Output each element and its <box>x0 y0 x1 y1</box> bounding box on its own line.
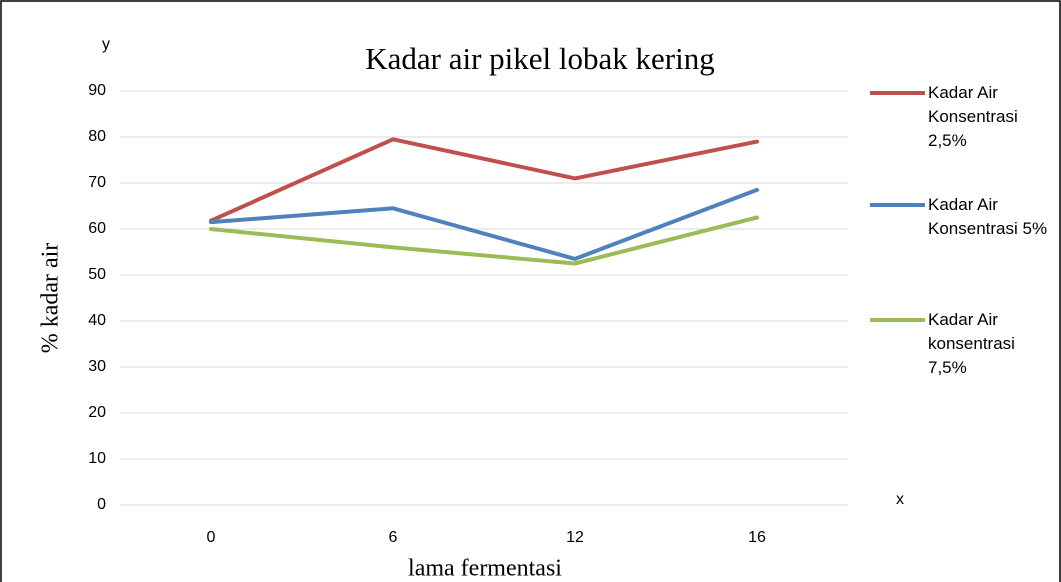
legend-label: Kadar Air Konsentrasi 5% <box>928 195 1048 238</box>
y-tick-label: 80 <box>88 128 106 145</box>
y-tick-label: 50 <box>88 266 106 283</box>
x-tick-label: 16 <box>748 529 766 546</box>
data-line <box>209 215 759 266</box>
y-tick-label: 40 <box>88 312 106 329</box>
x-tick-label: 6 <box>389 529 398 546</box>
y-tick-label: 60 <box>88 220 106 237</box>
y-tick-label: 30 <box>88 358 106 375</box>
y-tick-label: 20 <box>88 404 106 421</box>
x-tick-label: 0 <box>207 529 216 546</box>
y-annotation: y <box>102 36 110 53</box>
legend-label: Kadar Air Konsentrasi 2,5% <box>928 83 1018 150</box>
legend-label: Kadar Air konsentrasi 7,5% <box>928 310 1015 377</box>
x-annotation: x <box>896 491 904 508</box>
chart-title: Kadar air pikel lobak kering <box>365 41 714 76</box>
x-axis-label: lama fermentasi <box>408 556 562 582</box>
y-tick-label: 10 <box>88 450 106 467</box>
y-tick-label: 0 <box>97 496 106 513</box>
y-axis-label: % kadar air <box>38 243 64 354</box>
y-tick-label: 70 <box>88 174 106 191</box>
x-tick-label: 12 <box>566 529 584 546</box>
y-tick-label: 90 <box>88 82 106 99</box>
data-line <box>209 187 759 261</box>
data-line <box>209 137 759 223</box>
